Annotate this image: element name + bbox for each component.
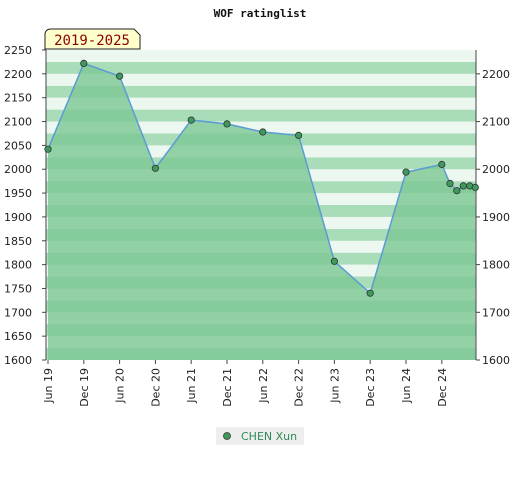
background-band [46,109,476,122]
data-point[interactable] [459,182,467,190]
data-point[interactable] [116,72,124,80]
y-right-tick-label: 2100 [482,116,510,129]
series-markers [44,59,479,297]
y-left-tick-label: 1900 [4,211,32,224]
y-left-tick-label: 2200 [4,68,32,81]
y-left-tick-label: 1700 [4,306,32,319]
y-right-tick-label: 1800 [482,259,510,272]
data-point[interactable] [294,131,303,139]
y-left-tick-label: 2150 [4,92,32,105]
y-left-tick-label: 1850 [4,235,32,248]
y-left-tick-label: 2050 [4,139,32,152]
background-band [46,61,476,74]
x-tick-label: Dec 22 [293,368,306,407]
y-left-tick-label: 1600 [4,354,32,367]
legend-label: CHEN Xun [241,430,297,443]
background-band [46,73,476,86]
y-left-tick-label: 1800 [4,259,32,272]
data-point[interactable] [151,164,159,172]
background-band [46,121,476,134]
y-left-tick-label: 2100 [4,116,32,129]
x-tick-label: Dec 21 [221,368,234,407]
data-point[interactable] [80,59,88,68]
background-band [46,50,476,62]
x-tick-label: Jun 23 [328,368,341,404]
x-tick-label: Dec 23 [364,368,377,407]
legend: CHEN Xun [216,427,304,445]
background-band [46,85,476,98]
data-point[interactable] [446,179,454,188]
y-right-tick-label: 2200 [482,68,510,81]
legend-box [216,427,304,445]
axes [42,49,480,364]
period-label: 2019-2025 [54,33,130,49]
data-point[interactable] [438,160,446,169]
series-area [48,63,476,361]
y-left-tick-label: 1650 [4,330,32,343]
period-badge-shape [44,28,141,50]
data-point[interactable] [471,183,479,191]
period-badge: 2019-2025 [44,28,141,50]
y-right-tick-label: 1700 [482,306,510,319]
data-point[interactable] [44,145,52,153]
x-tick-label: Dec 24 [436,368,449,407]
data-point[interactable] [453,187,461,195]
y-left-tick-label: 1950 [4,187,32,200]
data-point[interactable] [402,168,410,176]
y-left-tick-label: 1750 [4,282,32,295]
x-axis-labels: Jun 19 Dec 19 Jun 20 Dec 20 Jun 21 Dec 21 Jun … [42,368,449,407]
x-tick-label: Dec 20 [149,368,162,407]
x-tick-label: Jun 22 [257,368,270,404]
y-right-tick-label: 1900 [482,211,510,224]
x-tick-label: Dec 19 [78,368,91,407]
y-right-tick-label: 2000 [482,163,510,176]
chart-title: WOF ratinglist [214,7,307,20]
x-tick-label: Jun 21 [185,368,198,404]
y-axis-left-labels: 1600 1650 1700 1750 1800 1850 1900 1950 2000 2050… [4,44,32,367]
x-tick-label: Jun 24 [400,368,413,404]
y-left-tick-label: 2250 [4,44,32,57]
legend-marker [223,432,231,440]
x-tick-label: Jun 20 [114,368,127,404]
area-layer [48,63,476,361]
y-right-tick-label: 1600 [482,354,510,367]
y-left-tick-label: 2000 [4,163,32,176]
data-point[interactable] [187,116,195,124]
data-point[interactable] [259,128,267,136]
data-point[interactable] [366,289,374,297]
y-axis-right-labels: 1600 1700 1800 1900 2000 2100 2200 [482,68,510,367]
x-tick-label: Jun 19 [42,368,55,404]
background-band [46,97,476,110]
data-point[interactable] [330,257,338,265]
data-point[interactable] [223,120,231,128]
